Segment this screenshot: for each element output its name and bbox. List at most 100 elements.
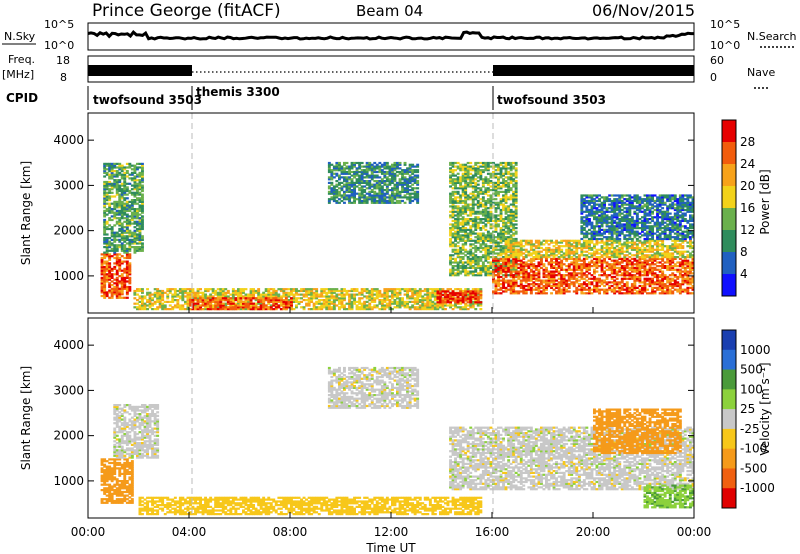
power-cell [461,308,465,311]
power-cell [459,221,463,224]
power-cell [418,288,422,291]
power-cell [125,287,129,290]
power-cell [113,180,117,184]
power-cell [401,288,404,291]
power-cell [373,192,377,195]
power-cell [375,183,379,186]
power-cell [385,187,389,190]
power-cell [439,297,442,300]
power-cell [257,295,261,298]
power-cell [605,268,609,271]
power-cell [125,229,129,232]
power-cell [108,208,112,211]
power-cell [105,188,109,191]
power-cell [365,174,369,177]
power-cell [451,257,455,260]
power-cell [385,288,389,291]
power-cell [428,306,432,309]
power-cell [499,283,503,286]
power-cell [373,201,377,204]
power-cell [125,242,129,245]
power-cell [133,217,137,220]
power-cell [214,302,218,305]
power-cell [115,191,119,194]
power-cell [128,189,132,193]
power-cell [385,183,389,186]
power-cell [317,302,321,305]
power-cell [136,209,139,212]
power-cell [338,198,341,201]
power-cell [108,282,112,285]
power-cell [411,297,415,300]
power-cell [269,306,273,309]
power-cell [350,288,354,291]
power-cell [110,171,114,174]
power-cell [527,272,531,275]
power-cell [216,304,220,307]
power-cell [353,183,356,186]
power-cell [181,308,185,311]
power-cell [257,302,261,305]
power-cell [239,297,243,300]
power-cell [348,183,351,186]
power-cell [113,278,117,281]
power-cell [338,302,341,305]
power-cell [110,235,114,238]
power-cell [110,229,114,232]
power-cell [105,202,109,205]
power-cell [219,306,223,309]
power-cell [391,187,394,190]
power-cell [110,247,114,250]
power-cell [497,223,500,226]
power-cell [469,214,473,217]
power-cell [110,284,114,287]
power-cell [128,247,132,250]
power-cell [391,190,394,193]
power-cell [507,225,511,228]
power-cell [456,199,460,203]
power-cell [103,291,107,294]
power-cell [191,289,195,293]
power-cell [451,261,455,264]
power-cell [118,188,122,191]
power-cell [136,237,139,240]
power-cell [368,163,372,166]
power-cell [320,291,324,294]
power-cell [449,302,452,305]
power-cell [360,293,364,296]
power-cell [221,289,225,293]
power-cell [411,163,415,166]
power-cell [136,193,139,196]
power-cell [196,297,200,300]
power-cell [484,199,488,203]
power-cell [570,268,574,271]
power-cell [481,218,485,221]
power-cell [353,192,356,195]
power-cell [330,183,334,186]
power-cell [527,263,531,266]
power-cell [388,288,392,291]
power-cell [494,257,498,260]
power-cell [365,165,369,168]
power-cell [325,293,329,296]
power-cell [138,235,142,238]
power-cell [115,162,119,165]
power-cell [406,291,409,294]
power-cell [133,226,137,229]
power-cell [290,304,293,307]
power-cell [449,232,452,235]
power-cell [471,288,475,291]
power-cell [340,199,344,203]
power-cell [330,196,334,199]
power-cell [274,289,278,293]
power-cell [365,201,369,204]
power-cell [378,201,382,204]
power-cell [128,256,132,260]
power-cell [254,289,258,293]
power-cell [608,284,612,288]
power-cell [272,297,276,300]
power-cell [358,192,362,195]
power-cell [398,161,402,165]
power-cell [199,300,202,303]
power-cell [247,300,250,303]
